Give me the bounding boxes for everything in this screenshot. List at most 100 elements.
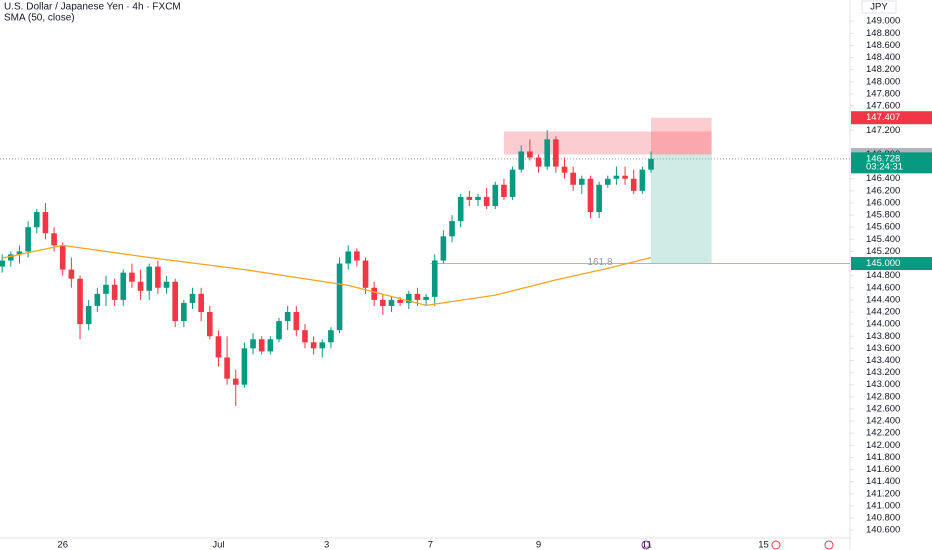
candle-body xyxy=(215,336,222,358)
stop-tag-box xyxy=(851,111,932,125)
y-tick-label: 148.200 xyxy=(866,64,900,75)
target-tag-box xyxy=(851,257,932,271)
candle-body xyxy=(284,312,291,322)
candle-body xyxy=(535,157,542,167)
event-icon[interactable] xyxy=(771,540,781,550)
y-tick-label: 148.800 xyxy=(866,28,900,39)
candle-body xyxy=(0,260,5,267)
candle-body xyxy=(8,254,14,261)
candle-body xyxy=(509,169,516,197)
candle-body xyxy=(267,339,274,352)
y-tick-label: 144.600 xyxy=(866,282,900,293)
candle-body xyxy=(163,281,170,288)
y-tick-label: 144.200 xyxy=(866,307,900,318)
candle-body xyxy=(527,151,533,158)
x-tick-label: Jul xyxy=(212,540,224,550)
y-tick-label: 147.800 xyxy=(866,88,900,99)
y-tick-label: 148.000 xyxy=(866,76,900,87)
candle-body xyxy=(206,312,213,337)
y-tick-label: 144.800 xyxy=(866,270,900,281)
candle-body xyxy=(328,330,334,343)
y-tick-label: 147.600 xyxy=(866,101,900,112)
candle-body xyxy=(276,321,282,340)
candle-body xyxy=(622,175,628,179)
y-tick-label: 142.200 xyxy=(866,428,900,439)
y-tick-label: 147.200 xyxy=(866,125,900,136)
candle-body xyxy=(345,251,352,264)
candle-body xyxy=(189,293,196,303)
y-tick-label: 141.000 xyxy=(866,500,900,511)
candle-body xyxy=(362,260,369,288)
candle-body xyxy=(51,233,57,246)
candle-body xyxy=(578,178,585,185)
candle-body xyxy=(224,357,230,379)
candle-body xyxy=(293,312,300,331)
candle-body xyxy=(388,299,395,306)
target-tag: 145.000 xyxy=(866,258,900,269)
x-tick-label: 11 xyxy=(642,540,652,550)
candle-body xyxy=(544,139,551,167)
y-tick-label: 143.800 xyxy=(866,331,900,342)
y-tick-label: 142.600 xyxy=(866,403,900,414)
candle-body xyxy=(639,169,646,191)
candle-body xyxy=(33,212,40,228)
candle-body xyxy=(561,166,568,173)
candle-body xyxy=(475,196,481,200)
candle-body xyxy=(648,158,654,170)
candle-body xyxy=(68,269,75,279)
x-tick-label: 15 xyxy=(758,540,769,550)
y-tick-label: 145.600 xyxy=(866,222,900,233)
candle-body xyxy=(241,348,248,385)
stop-area xyxy=(651,117,712,155)
candle-body xyxy=(371,287,377,300)
y-tick-label: 141.200 xyxy=(866,488,900,499)
y-tick-label: 143.400 xyxy=(866,355,900,366)
y-tick-label: 148.600 xyxy=(866,40,900,51)
candle-body xyxy=(16,251,23,255)
x-tick-label: 3 xyxy=(324,540,329,550)
y-tick-label: 141.800 xyxy=(866,452,900,463)
candle-body xyxy=(423,296,429,300)
candle-body xyxy=(319,342,326,349)
candle-body xyxy=(59,245,66,270)
candle-body xyxy=(42,212,49,234)
candle-body xyxy=(310,342,317,349)
candle-body xyxy=(103,284,109,294)
event-icon[interactable] xyxy=(641,540,651,550)
candle-body xyxy=(613,175,620,179)
y-tick-label: 145.200 xyxy=(866,246,900,257)
x-tick-label: 7 xyxy=(428,540,433,550)
y-tick-label: 145.400 xyxy=(866,234,900,245)
candle-body xyxy=(85,305,92,325)
y-tick-label: 148.400 xyxy=(866,52,900,63)
candle-body xyxy=(111,284,118,300)
candle-body xyxy=(587,178,594,213)
candle-body xyxy=(457,196,464,222)
y-tick-label: 144.000 xyxy=(866,319,900,330)
y-tick-label: 144.400 xyxy=(866,294,900,305)
y-tick-label: 146.200 xyxy=(866,185,900,196)
candle-body xyxy=(501,184,507,197)
candle-body xyxy=(449,221,455,237)
candle-body xyxy=(570,172,576,185)
currency-box[interactable] xyxy=(861,0,897,14)
y-tick-label: 142.000 xyxy=(866,440,900,451)
candle-body xyxy=(431,260,438,297)
candle-body xyxy=(596,184,602,213)
y-tick-label: 146.000 xyxy=(866,197,900,208)
candle-body xyxy=(181,302,187,322)
event-icon[interactable] xyxy=(824,540,834,550)
candle-body xyxy=(146,266,153,291)
candle-body xyxy=(172,281,179,322)
stop-tag: 147.407 xyxy=(866,112,900,123)
candle-body xyxy=(483,196,490,206)
candle-body xyxy=(630,178,637,191)
currency[interactable]: JPY xyxy=(870,2,888,13)
candle-body xyxy=(120,272,127,300)
level-label: 161.8 xyxy=(587,257,612,268)
y-tick-label: 143.200 xyxy=(866,367,900,378)
candle-body xyxy=(553,139,559,167)
candle-body xyxy=(518,151,525,170)
